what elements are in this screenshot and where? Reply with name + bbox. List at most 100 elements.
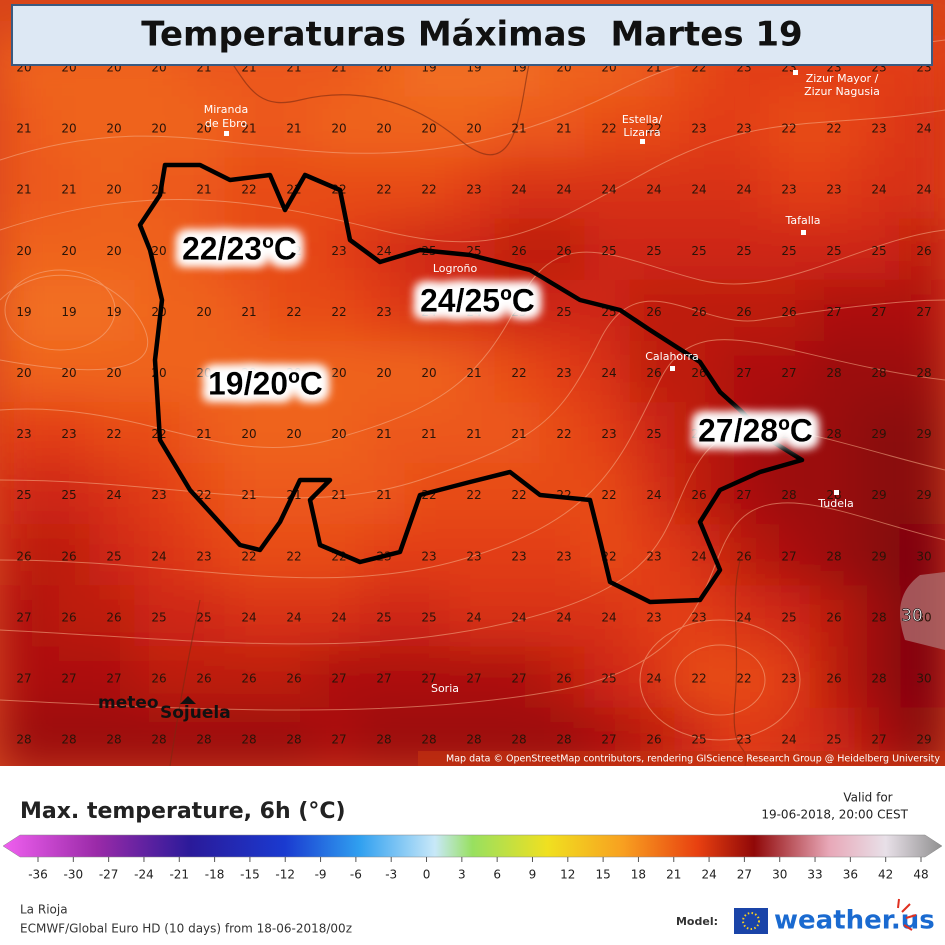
field-cell (89, 646, 139, 712)
place-label: Lizarra (623, 126, 660, 139)
grid-value: 25 (736, 244, 751, 258)
grid-value: 21 (61, 183, 76, 197)
zones: 22/23ºC 24/25ºC 19/20ºC 27/28ºC (182, 230, 813, 448)
field-cell (0, 402, 49, 468)
grid-value: 22 (241, 183, 256, 197)
grid-value: 28 (556, 733, 571, 747)
field-cell (584, 218, 634, 284)
place-label: Calahorra (645, 350, 699, 363)
field-cell (719, 340, 769, 407)
grid-value: 21 (556, 122, 571, 136)
field-cell (449, 279, 499, 345)
grid-value: 25 (691, 733, 706, 747)
field-cell (854, 279, 904, 345)
grid-value: 20 (106, 122, 121, 136)
ray (897, 898, 900, 909)
field-cell (719, 646, 769, 712)
scale-tick-label: 21 (666, 868, 681, 882)
field-cell (179, 218, 229, 284)
field-cell (674, 157, 724, 223)
field-cell (629, 340, 679, 407)
region: La Rioja (20, 903, 68, 917)
grid-value: 24 (331, 610, 346, 624)
field-cell (89, 524, 139, 590)
scale-tick-label: -18 (205, 868, 225, 882)
grid-value: 24 (916, 122, 931, 136)
grid-value: 19 (16, 305, 31, 319)
field-cell (314, 279, 364, 345)
grid-value: 26 (151, 672, 166, 686)
grid-value: 25 (781, 244, 796, 258)
grid-value: 28 (826, 427, 841, 441)
field-cell (269, 707, 319, 766)
grid-value: 24 (556, 183, 571, 197)
place-label: Zizur Mayor / (806, 72, 879, 85)
grid-value: 24 (646, 183, 661, 197)
grid-value: 26 (241, 672, 256, 686)
field-cell (494, 585, 544, 651)
zone-label: 22/23ºC (182, 230, 297, 266)
grid-value: 24 (601, 366, 616, 380)
grid-value: 21 (421, 427, 436, 441)
grid-value: 25 (871, 244, 886, 258)
field-cell (44, 585, 94, 651)
contour (0, 274, 149, 371)
station-label: Sojuela (160, 703, 231, 723)
field-cell (269, 218, 319, 284)
field-cell (224, 646, 274, 712)
scale-tick-label: 42 (878, 868, 893, 882)
grid-value: 26 (556, 672, 571, 686)
grid-value: 26 (61, 549, 76, 563)
grid-value: 25 (376, 610, 391, 624)
field-cell (494, 279, 544, 345)
scale-tick-label: -30 (64, 868, 84, 882)
field-cell (809, 524, 859, 590)
grid-value: 24 (241, 610, 256, 624)
field-cell (764, 96, 814, 162)
field-cell (44, 707, 94, 766)
field-cell (719, 279, 769, 345)
grid-value: 21 (331, 488, 346, 502)
grid-value: 19 (106, 305, 121, 319)
field-cell (539, 585, 589, 651)
field-cell (404, 524, 454, 590)
field-cell (449, 96, 499, 162)
grid-value: 23 (466, 183, 481, 197)
field-cell (224, 585, 274, 651)
scale-tick-label: 6 (493, 868, 501, 882)
scale-tick-label: 18 (631, 868, 646, 882)
field-cell (404, 157, 454, 223)
grid-value: 27 (511, 672, 526, 686)
field-cell (584, 585, 634, 651)
field-cell (404, 279, 454, 345)
grid-value: 20 (241, 427, 256, 441)
grid-value: 21 (16, 122, 31, 136)
grid-value: 20 (331, 427, 346, 441)
field-cell (44, 218, 94, 284)
field-cell (44, 463, 94, 529)
field-cell (449, 218, 499, 284)
grid-value: 27 (871, 733, 886, 747)
field-cell (899, 157, 945, 223)
field-cell (314, 340, 364, 407)
field-cell (854, 646, 904, 712)
grid-value: 20 (421, 366, 436, 380)
ray (905, 914, 917, 919)
field-cell (179, 707, 229, 766)
field-cell (0, 157, 49, 223)
grid-value: 24 (781, 733, 796, 747)
grid-value: 26 (691, 488, 706, 502)
valid-time: 19-06-2018, 20:00 CEST (761, 808, 908, 822)
grid-value: 26 (916, 244, 931, 258)
scale-tick-label: 33 (807, 868, 822, 882)
grid-value: 20 (151, 122, 166, 136)
field-cell (269, 340, 319, 407)
grid-value: 27 (826, 305, 841, 319)
field-cell (404, 646, 454, 712)
field-cell (809, 646, 859, 712)
field-cell (764, 340, 814, 407)
field-cell (404, 585, 454, 651)
field-cell (0, 279, 49, 345)
field-cell (269, 585, 319, 651)
field-cell (539, 340, 589, 407)
